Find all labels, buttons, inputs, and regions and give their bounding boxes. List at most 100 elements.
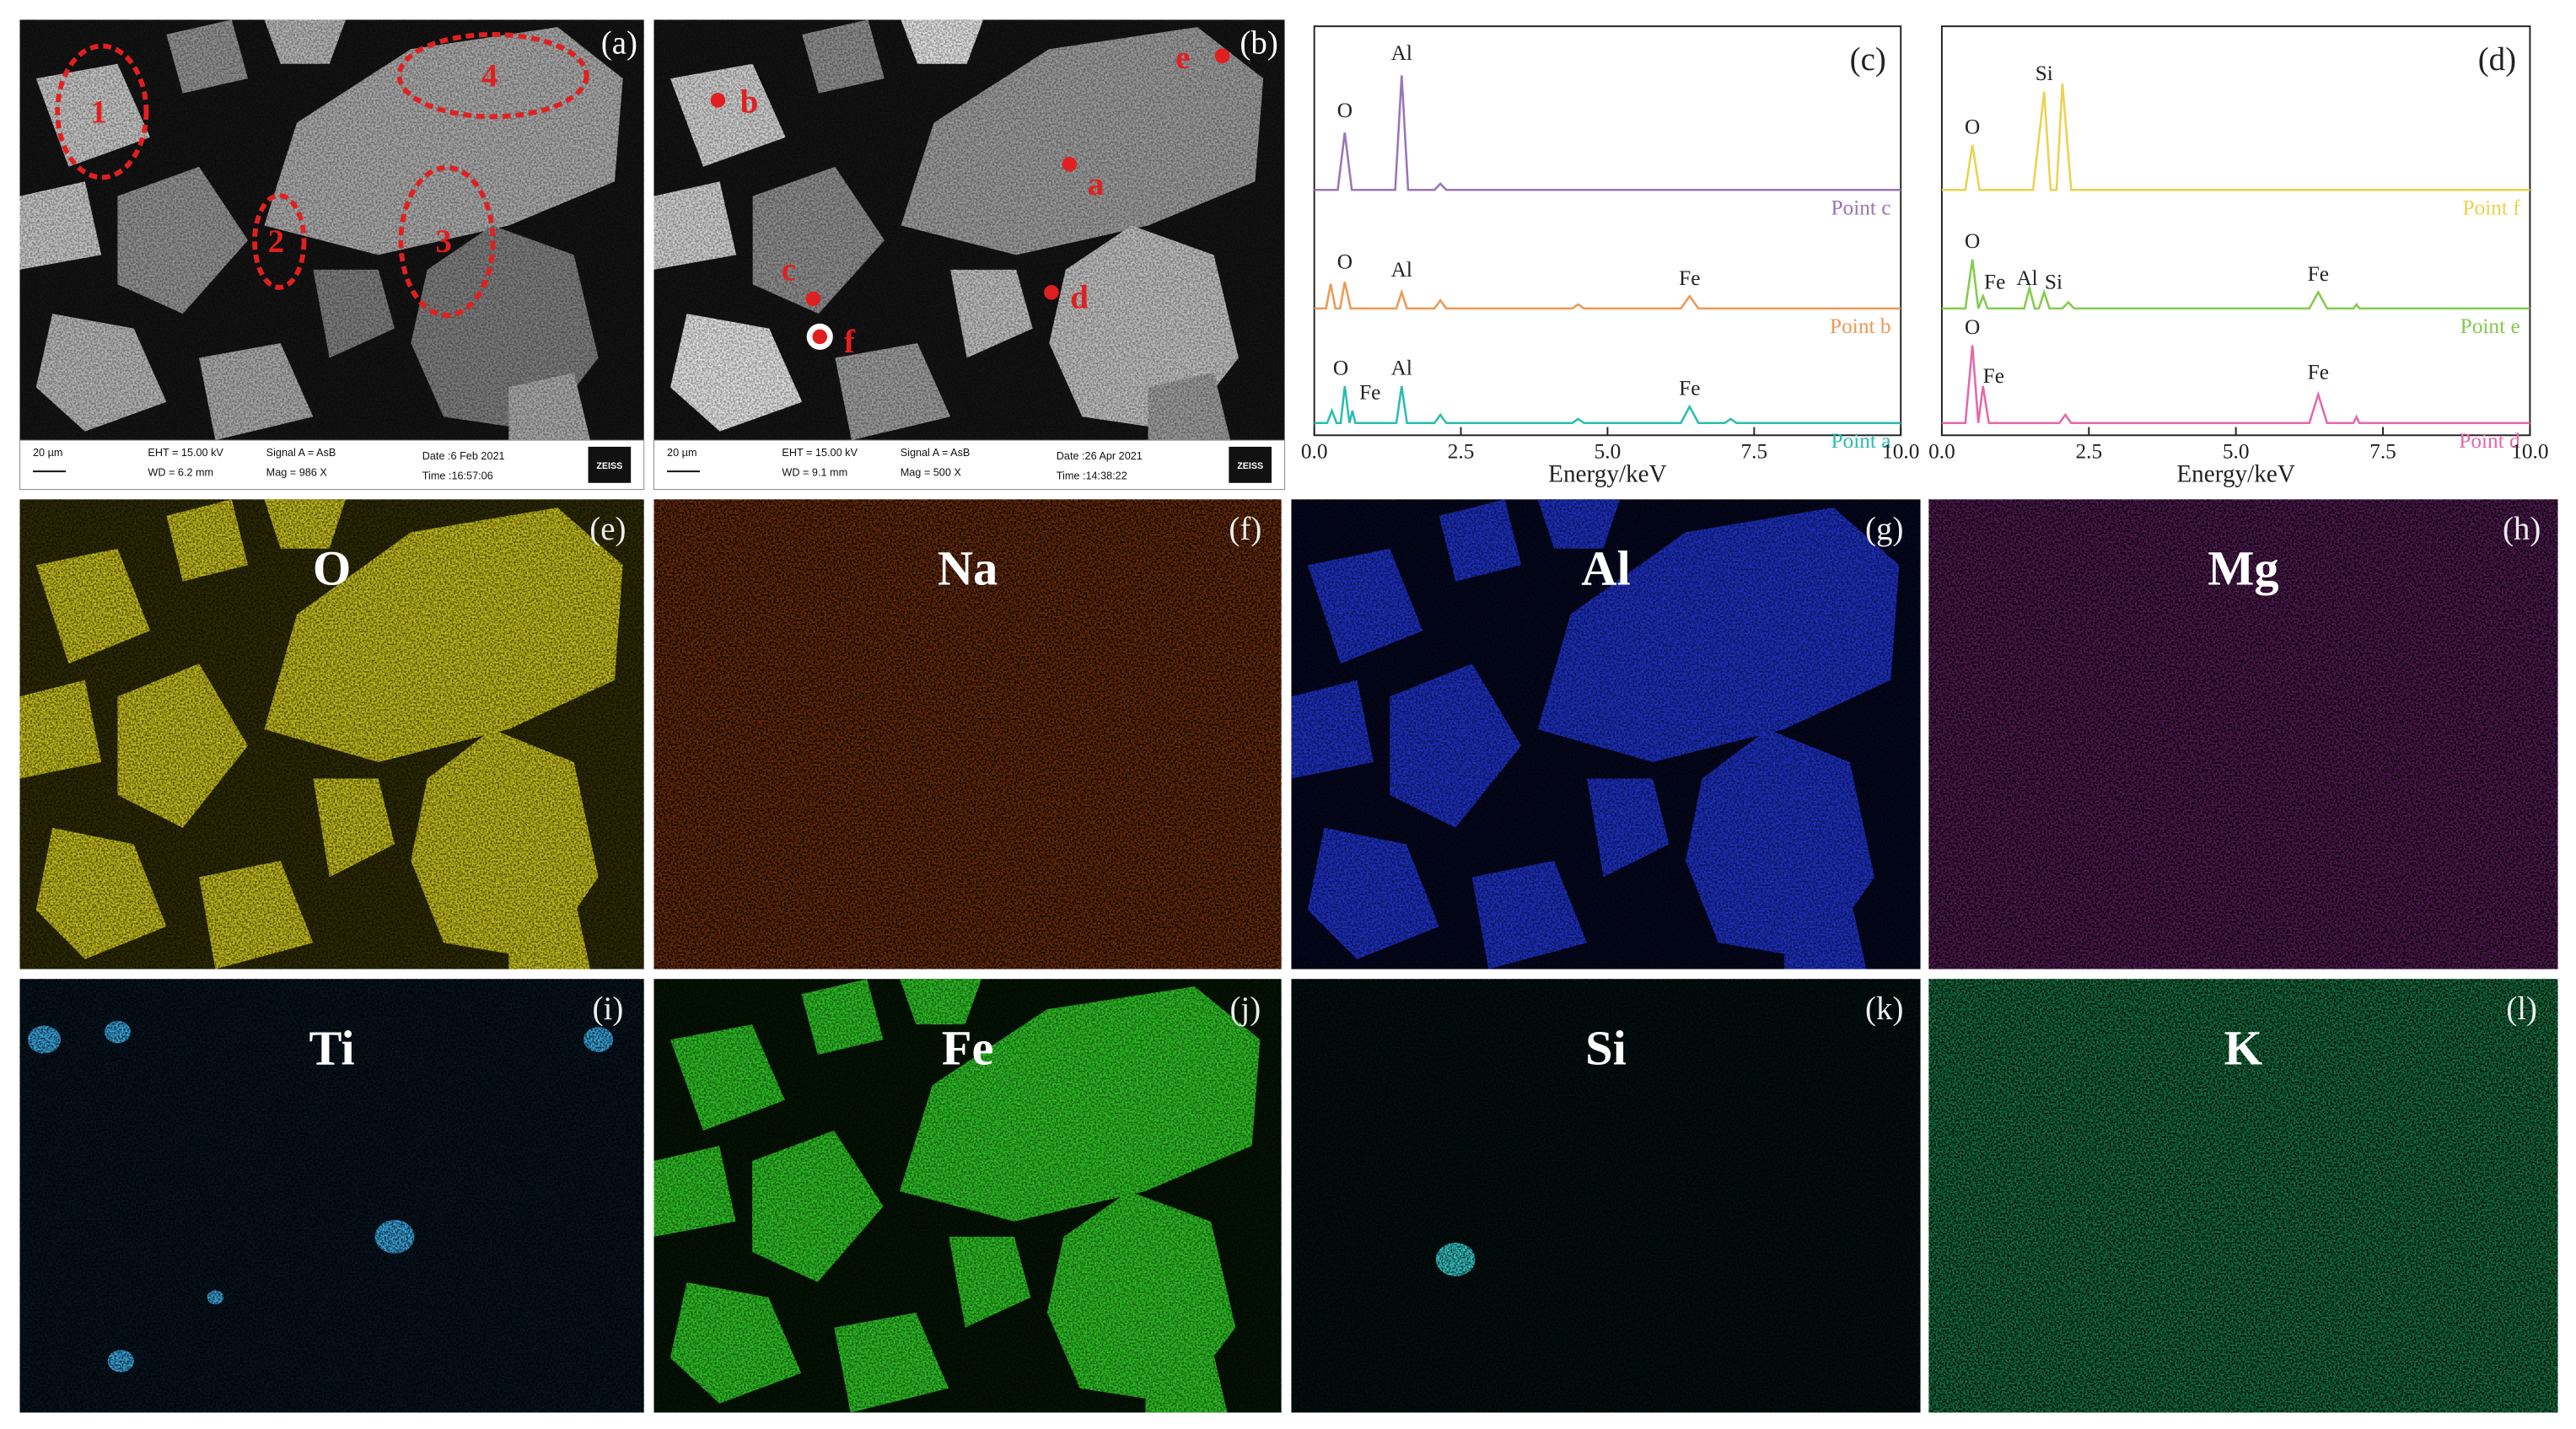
- texture: [1291, 979, 1921, 1413]
- peak-label: O: [1965, 315, 1980, 339]
- logo-box: [588, 446, 632, 483]
- panel: [653, 979, 1282, 1413]
- series-name: Point b: [1830, 314, 1890, 338]
- info-bar: [19, 439, 645, 491]
- panel: [1291, 499, 1921, 970]
- peak-label: O: [1965, 229, 1980, 253]
- element-label: K: [2224, 1020, 2262, 1075]
- peak-label: Si: [2036, 62, 2053, 85]
- x-tick-label: 0.0: [1301, 440, 1328, 464]
- texture: [653, 979, 1282, 1413]
- spectrum: [1314, 385, 1901, 425]
- peak-label: Fe: [1679, 266, 1700, 290]
- panel: [653, 499, 1282, 970]
- series-name: Point a: [1831, 429, 1890, 453]
- spectrum: [1941, 259, 2530, 310]
- point-dot: [812, 329, 828, 345]
- peak-label: Si: [2045, 271, 2062, 294]
- panel: [1291, 979, 1921, 1413]
- info-wd: WD = 6.2 mm: [148, 466, 213, 478]
- info-signal: Signal A = AsB: [901, 447, 971, 459]
- region-number: 4: [481, 57, 497, 94]
- texture: [1928, 979, 2558, 1413]
- panel: [1928, 979, 2558, 1413]
- peak-label: Fe: [1984, 271, 2005, 294]
- plot-frame: [1313, 25, 1902, 437]
- peak-label: Fe: [1983, 364, 2004, 388]
- panel: [19, 19, 644, 441]
- point-label: a: [1088, 166, 1104, 202]
- panel: [19, 499, 644, 970]
- spectrum: [1314, 282, 1901, 310]
- info-time: Time :14:38:22: [1057, 470, 1127, 481]
- peak-label: Fe: [1359, 381, 1380, 405]
- peak-label: Al: [2016, 266, 2037, 290]
- panel-label: (a): [601, 24, 637, 61]
- info-time: Time :16:57:06: [422, 470, 493, 481]
- point-dot: [805, 291, 821, 307]
- panel-label: (k): [1865, 991, 1903, 1027]
- texture: [1928, 499, 2558, 970]
- info-mag: Mag = 986 X: [266, 466, 328, 478]
- panel-label: (i): [593, 991, 624, 1027]
- peak-label: Al: [1391, 258, 1412, 282]
- region-number: 1: [90, 94, 106, 130]
- panel: [1928, 499, 2558, 970]
- panel-label: (g): [1865, 511, 1903, 547]
- series-name: Point d: [2459, 429, 2520, 453]
- plot-frame: [1940, 25, 2531, 437]
- info-mag: Mag = 500 X: [901, 466, 962, 478]
- region-outline: [396, 31, 589, 120]
- peak-label: O: [1965, 115, 1980, 138]
- spectrum: [1314, 75, 1901, 191]
- x-tick-label: 2.5: [1448, 440, 1475, 464]
- x-tick-label: 0.0: [1928, 440, 1955, 464]
- panel-label: (h): [2503, 511, 2541, 547]
- x-tick-label: 5.0: [2223, 440, 2250, 464]
- element-label: Si: [1585, 1020, 1627, 1075]
- series-name: Point c: [1831, 196, 1890, 219]
- element-label: O: [313, 540, 351, 595]
- point-dot: [710, 93, 726, 108]
- peak-label: Fe: [2308, 262, 2329, 286]
- info-eht: EHT = 15.00 kV: [148, 447, 223, 459]
- info-date: Date :26 Apr 2021: [1057, 450, 1143, 462]
- logo-box: [1229, 446, 1272, 483]
- region-number: 3: [435, 223, 451, 260]
- scale-label: 20 µm: [33, 447, 62, 459]
- point-label: d: [1070, 279, 1089, 315]
- logo: ZEISS: [1237, 461, 1263, 471]
- x-tick-label: 10.0: [2511, 440, 2548, 464]
- peak-label: Fe: [2308, 360, 2329, 384]
- element-label: Mg: [2208, 540, 2278, 595]
- info-eht: EHT = 15.00 kV: [782, 447, 858, 459]
- panel-label: (b): [1240, 24, 1277, 61]
- panel-label: (f): [1229, 511, 1261, 547]
- peak-label: Fe: [1679, 377, 1700, 400]
- x-tick-label: 5.0: [1595, 440, 1621, 464]
- texture: [19, 499, 644, 970]
- panel-label: (l): [2506, 991, 2537, 1027]
- peak-label: O: [1333, 356, 1348, 379]
- texture: [1291, 499, 1921, 970]
- logo: ZEISS: [596, 461, 622, 471]
- peak-label: O: [1337, 250, 1353, 273]
- info-bar: [653, 439, 1286, 491]
- spectrum: [1941, 83, 2530, 191]
- scale-label: 20 µm: [667, 447, 696, 459]
- series-name: Point e: [2460, 314, 2520, 338]
- texture: [19, 979, 644, 1413]
- element-label: Fe: [942, 1020, 994, 1075]
- chart-title: (c): [1850, 41, 1886, 78]
- info-signal: Signal A = AsB: [266, 447, 336, 459]
- texture: [653, 499, 1282, 970]
- x-axis-label: Energy/keV: [1548, 461, 1667, 488]
- x-tick-label: 10.0: [1882, 440, 1919, 464]
- point-label: e: [1175, 40, 1190, 76]
- x-axis-label: Energy/keV: [2176, 461, 2295, 488]
- x-tick-label: 2.5: [2075, 440, 2102, 464]
- point-dot: [1214, 48, 1230, 64]
- series-name: Point f: [2462, 196, 2520, 219]
- point-label: c: [782, 251, 796, 287]
